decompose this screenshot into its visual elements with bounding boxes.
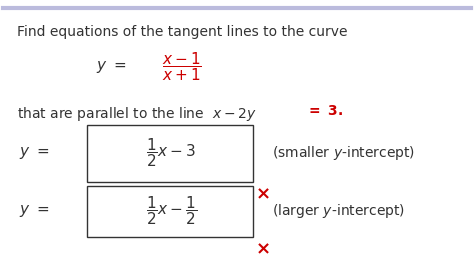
Text: $y\ =$: $y\ =$: [19, 203, 50, 219]
Text: $\mathbf{=\ 3.}$: $\mathbf{=\ 3.}$: [306, 104, 343, 118]
Text: $y\ =\ $: $y\ =\ $: [97, 59, 127, 75]
Text: $\mathbf{\times}$: $\mathbf{\times}$: [255, 241, 270, 258]
Text: $\mathbf{\times}$: $\mathbf{\times}$: [255, 185, 270, 203]
FancyBboxPatch shape: [87, 125, 254, 182]
Text: (larger $y$-intercept): (larger $y$-intercept): [272, 202, 405, 220]
Text: (smaller $y$-intercept): (smaller $y$-intercept): [272, 144, 415, 162]
Text: Find equations of the tangent lines to the curve: Find equations of the tangent lines to t…: [17, 26, 347, 40]
FancyBboxPatch shape: [87, 186, 254, 237]
Text: $\dfrac{1}{2}x - 3$: $\dfrac{1}{2}x - 3$: [146, 136, 196, 169]
Text: that are parallel to the line  $x - 2y\ $: that are parallel to the line $x - 2y\ $: [17, 105, 256, 123]
Text: $y\ =$: $y\ =$: [19, 145, 50, 161]
Text: $\dfrac{x-1}{x+1}$: $\dfrac{x-1}{x+1}$: [162, 51, 202, 83]
Text: $\dfrac{1}{2}x - \dfrac{1}{2}$: $\dfrac{1}{2}x - \dfrac{1}{2}$: [146, 195, 197, 227]
